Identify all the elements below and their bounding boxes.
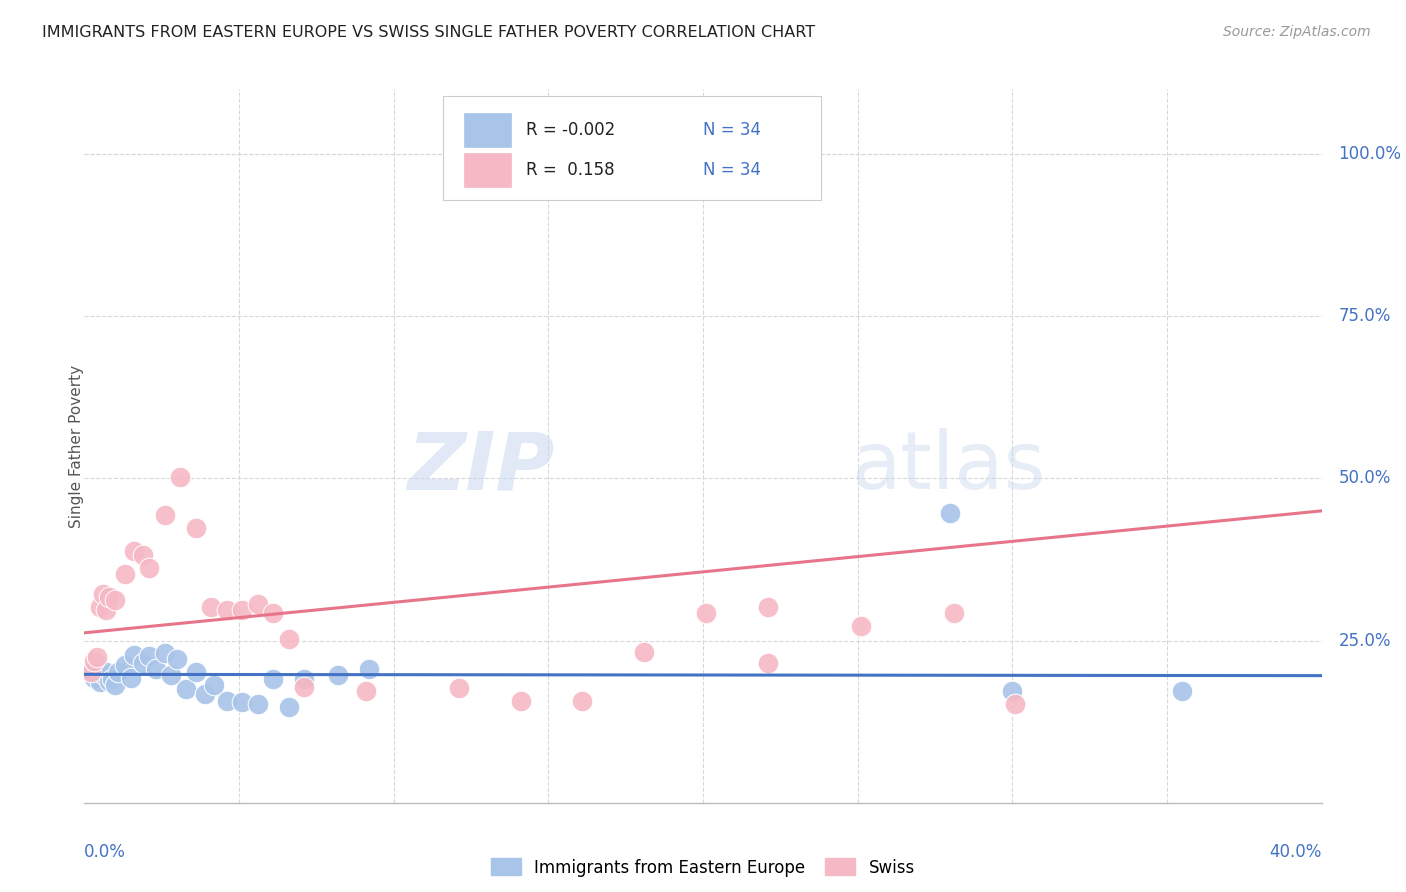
Point bbox=[571, 694, 593, 708]
Point bbox=[132, 548, 155, 562]
Point bbox=[1004, 697, 1026, 711]
Text: N = 34: N = 34 bbox=[703, 161, 761, 178]
Point bbox=[200, 599, 222, 614]
Point bbox=[277, 700, 299, 714]
Bar bbox=[464, 112, 512, 147]
Point bbox=[939, 507, 962, 521]
Y-axis label: Single Father Poverty: Single Father Poverty bbox=[69, 365, 83, 527]
Point bbox=[509, 694, 531, 708]
Point bbox=[98, 590, 121, 604]
Text: Source: ZipAtlas.com: Source: ZipAtlas.com bbox=[1223, 25, 1371, 39]
Text: 75.0%: 75.0% bbox=[1339, 307, 1391, 326]
Text: R = -0.002: R = -0.002 bbox=[526, 121, 616, 139]
Point bbox=[114, 566, 136, 581]
Point bbox=[231, 695, 253, 709]
Point bbox=[246, 697, 269, 711]
Point bbox=[231, 603, 253, 617]
Text: atlas: atlas bbox=[852, 428, 1046, 507]
Point bbox=[215, 694, 238, 708]
Point bbox=[122, 648, 145, 662]
Point bbox=[246, 597, 269, 611]
Text: 0.0%: 0.0% bbox=[84, 843, 127, 861]
Point bbox=[101, 672, 124, 686]
Point bbox=[138, 649, 160, 664]
Point bbox=[89, 675, 111, 690]
Point bbox=[79, 666, 101, 681]
Point bbox=[153, 646, 176, 660]
Point bbox=[215, 603, 238, 617]
Point bbox=[122, 544, 145, 558]
Point bbox=[104, 592, 127, 607]
Point bbox=[1171, 684, 1194, 698]
Point bbox=[169, 470, 191, 484]
Text: R =  0.158: R = 0.158 bbox=[526, 161, 614, 178]
Point bbox=[202, 678, 225, 692]
Point bbox=[83, 654, 105, 668]
Point bbox=[114, 658, 136, 673]
Point bbox=[262, 672, 284, 686]
Legend: Immigrants from Eastern Europe, Swiss: Immigrants from Eastern Europe, Swiss bbox=[491, 858, 915, 877]
Text: 100.0%: 100.0% bbox=[1339, 145, 1402, 163]
Point bbox=[120, 671, 142, 685]
Point bbox=[153, 508, 176, 523]
Point bbox=[354, 684, 377, 698]
Point bbox=[633, 645, 655, 659]
Point bbox=[292, 681, 315, 695]
Point bbox=[98, 674, 121, 689]
Point bbox=[756, 147, 779, 161]
Point bbox=[326, 668, 349, 682]
Bar bbox=[464, 153, 512, 187]
Point bbox=[756, 657, 779, 671]
Point bbox=[262, 606, 284, 620]
Point bbox=[89, 599, 111, 614]
Text: IMMIGRANTS FROM EASTERN EUROPE VS SWISS SINGLE FATHER POVERTY CORRELATION CHART: IMMIGRANTS FROM EASTERN EUROPE VS SWISS … bbox=[42, 25, 815, 40]
Point bbox=[194, 688, 217, 702]
Point bbox=[756, 599, 779, 614]
Point bbox=[277, 632, 299, 647]
Point bbox=[145, 662, 167, 676]
Point bbox=[91, 667, 114, 681]
Point bbox=[184, 521, 207, 535]
Point bbox=[83, 671, 105, 685]
Point bbox=[695, 607, 717, 621]
Point bbox=[104, 678, 127, 692]
Point bbox=[86, 650, 108, 665]
Point bbox=[91, 587, 114, 601]
Point bbox=[94, 665, 117, 679]
Point bbox=[132, 656, 155, 670]
Point bbox=[942, 607, 965, 621]
Point bbox=[79, 665, 101, 680]
Text: 25.0%: 25.0% bbox=[1339, 632, 1391, 649]
Point bbox=[292, 672, 315, 686]
Text: N = 34: N = 34 bbox=[703, 121, 761, 139]
Point bbox=[176, 681, 198, 696]
Text: 50.0%: 50.0% bbox=[1339, 469, 1391, 487]
Point bbox=[94, 603, 117, 617]
Point bbox=[160, 668, 183, 682]
Point bbox=[447, 681, 470, 695]
Point bbox=[86, 659, 108, 673]
Point bbox=[1001, 684, 1024, 698]
Point bbox=[849, 619, 872, 633]
Point bbox=[166, 652, 188, 666]
Text: 40.0%: 40.0% bbox=[1270, 843, 1322, 861]
Point bbox=[138, 561, 160, 575]
Point bbox=[107, 665, 129, 680]
Point bbox=[357, 661, 380, 675]
FancyBboxPatch shape bbox=[443, 96, 821, 200]
Text: ZIP: ZIP bbox=[408, 428, 554, 507]
Point bbox=[184, 665, 207, 680]
